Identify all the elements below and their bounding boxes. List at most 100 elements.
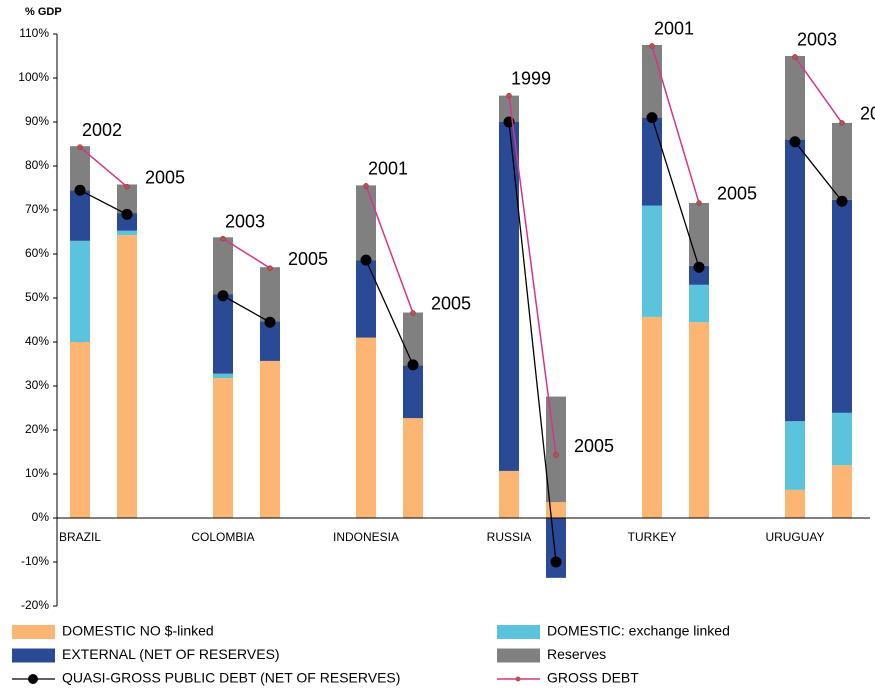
line-segment	[651, 117, 700, 268]
bar-segment	[70, 146, 90, 191]
legend-swatch	[497, 625, 540, 639]
legend-swatch	[28, 674, 38, 684]
line-point	[220, 235, 226, 242]
line-segment	[79, 189, 128, 215]
x-tick-label: TURKEY	[628, 530, 677, 544]
bar-segment	[213, 237, 233, 295]
bar-segment	[403, 418, 423, 518]
bar-segment	[689, 322, 709, 518]
x-tick-label: INDONESIA	[333, 530, 399, 544]
line-segment	[651, 45, 700, 204]
bar-segment	[70, 190, 90, 241]
legend-swatch	[497, 648, 540, 663]
y-axis-title: % GDP	[25, 6, 62, 18]
y-tick-label: 10%	[25, 466, 49, 480]
line-point	[77, 144, 83, 150]
bar-segment	[70, 240, 90, 342]
year-label: 2005	[288, 249, 328, 269]
bar-segment	[642, 205, 662, 317]
year-label: 2003	[225, 211, 265, 231]
bar-segment	[785, 421, 805, 490]
bar-segment	[832, 199, 852, 413]
y-tick-label: 0%	[32, 510, 50, 524]
legend-swatch	[515, 676, 521, 682]
y-tick-label: 90%	[25, 114, 49, 128]
bar-segment	[356, 337, 376, 518]
year-label: 2005	[431, 294, 471, 314]
bar-segment	[546, 502, 566, 518]
line-point	[217, 290, 229, 302]
bar-segment	[642, 45, 662, 118]
bar-segment	[499, 95, 519, 122]
line-segment	[222, 237, 271, 269]
line-point	[121, 208, 133, 220]
bar-segment	[260, 321, 280, 361]
line-point	[124, 183, 130, 190]
line-point	[836, 195, 848, 207]
bar-segment	[832, 412, 852, 466]
line-point	[649, 43, 655, 49]
line-point	[506, 92, 512, 99]
y-tick-label: -10%	[21, 554, 49, 568]
legend-swatch	[12, 625, 55, 639]
bar-segment	[213, 294, 233, 374]
bar-segment	[785, 139, 805, 422]
line-point	[264, 316, 276, 328]
line-segment	[508, 121, 557, 563]
line-point	[360, 254, 372, 266]
bar-segment	[117, 213, 137, 231]
year-label: 2001	[654, 19, 694, 39]
line-point	[696, 200, 702, 206]
year-label: 2005	[145, 167, 185, 187]
y-tick-label: 100%	[18, 70, 49, 84]
line-segment	[365, 259, 414, 366]
legend-label: GROSS DEBT	[547, 670, 639, 686]
year-label: 2005	[717, 184, 757, 204]
bar-segment	[260, 360, 280, 518]
bar-segment	[689, 202, 709, 266]
line-point	[363, 183, 369, 189]
line-point	[693, 261, 705, 273]
legend-label: EXTERNAL (NET OF RESERVES)	[62, 646, 280, 662]
bar-segment	[832, 122, 852, 200]
x-tick-label: RUSSIA	[487, 530, 532, 544]
y-tick-label: 110%	[19, 26, 49, 40]
bar-segment	[356, 185, 376, 261]
line-segment	[508, 95, 557, 456]
line-point	[407, 359, 419, 371]
y-tick-label: 40%	[25, 334, 49, 348]
x-tick-label: URUGUAY	[765, 530, 824, 544]
line-point	[267, 265, 273, 271]
x-tick-label: BRAZIL	[59, 530, 101, 544]
bar-segment	[403, 365, 423, 419]
line-point	[550, 556, 562, 568]
bar-segment	[117, 230, 137, 236]
y-tick-label: 70%	[25, 202, 49, 216]
bar-segment	[499, 122, 519, 471]
bar-segment	[356, 260, 376, 338]
y-tick-label: 50%	[25, 290, 49, 304]
bar-segment	[689, 284, 709, 323]
bar-segment	[499, 470, 519, 518]
line-segment	[79, 146, 128, 188]
legend-label: DOMESTIC NO $-linked	[62, 623, 214, 639]
year-label: 2005	[860, 104, 875, 124]
line-point	[410, 310, 416, 316]
bar-segment	[785, 56, 805, 140]
year-label: 2001	[368, 159, 408, 179]
bar-segment	[117, 235, 137, 518]
y-tick-label: 30%	[25, 378, 49, 392]
x-tick-label: COLOMBIA	[191, 530, 254, 544]
year-label: 2003	[797, 30, 837, 50]
bar-segment	[832, 465, 852, 518]
bar-segment	[546, 518, 566, 578]
y-tick-label: 20%	[25, 422, 49, 436]
y-tick-label: 80%	[25, 158, 49, 172]
bar-segment	[689, 265, 709, 285]
bar-segment	[403, 312, 423, 366]
bar-segment	[785, 489, 805, 518]
legend-swatch	[12, 648, 55, 663]
legend-label: Reserves	[547, 646, 606, 662]
year-label: 2002	[82, 120, 122, 140]
